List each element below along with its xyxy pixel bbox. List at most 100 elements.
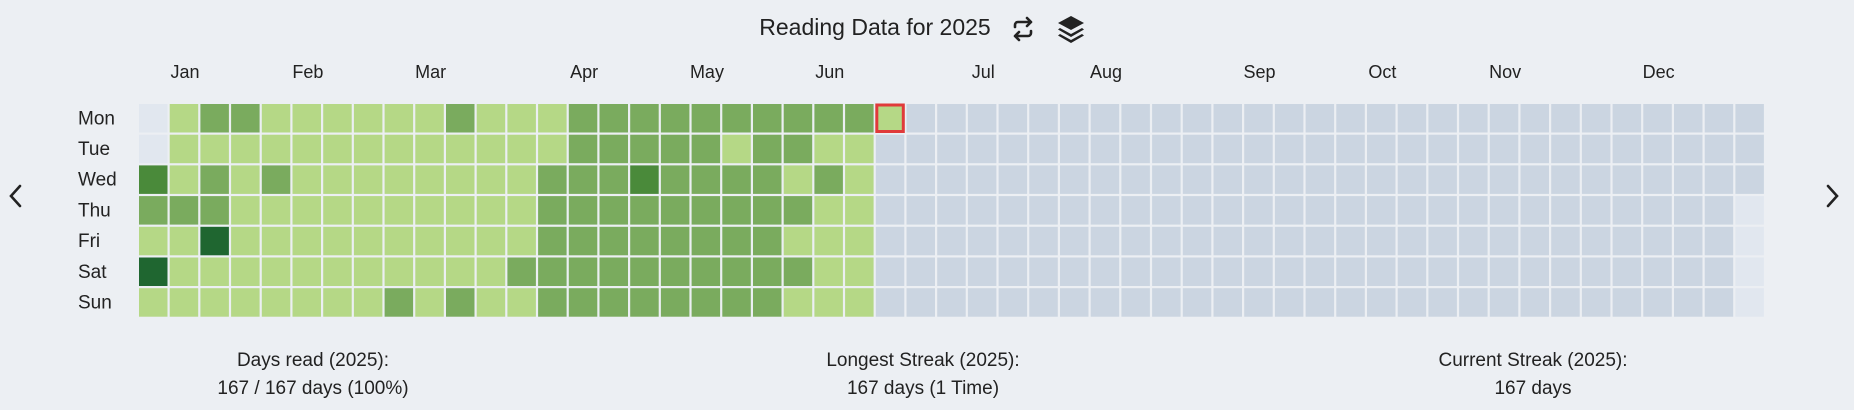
toggle-icon[interactable] <box>1013 16 1033 42</box>
day-cell <box>1397 196 1427 225</box>
day-cell <box>507 134 536 164</box>
day-cell <box>1090 226 1120 256</box>
day-cell <box>1152 288 1181 317</box>
day-cell <box>323 226 352 256</box>
day-cell <box>814 165 843 194</box>
day-cell <box>1305 104 1335 133</box>
day-cell <box>1489 257 1519 286</box>
current-day-outline <box>875 103 905 133</box>
day-cell <box>1551 165 1580 194</box>
day-cell <box>1459 257 1488 286</box>
day-cell <box>507 104 536 133</box>
day-cell <box>1305 288 1335 317</box>
day-cell <box>1029 134 1058 164</box>
day-cell <box>1397 104 1427 133</box>
day-cell <box>1060 196 1089 225</box>
day-cell <box>875 134 905 164</box>
day-cell <box>476 134 506 164</box>
day-cell <box>783 165 813 194</box>
empty-cell <box>1735 288 1764 317</box>
day-cell <box>415 288 444 317</box>
day-cell <box>1029 196 1058 225</box>
day-cell <box>1397 257 1427 286</box>
day-cell <box>1213 134 1242 164</box>
layers-icon[interactable] <box>1058 16 1084 43</box>
stat-value: 167 / 167 days (100%) <box>217 378 408 399</box>
day-cell <box>967 288 997 317</box>
day-cell <box>507 226 536 256</box>
day-cell <box>231 165 260 194</box>
day-cell <box>845 196 874 225</box>
weekday-label: Tue <box>78 139 110 160</box>
day-cell <box>630 196 659 225</box>
day-cell <box>1459 104 1488 133</box>
day-cell <box>1244 165 1273 194</box>
day-cell <box>1428 257 1457 286</box>
day-cell <box>1244 104 1273 133</box>
day-cell <box>1612 226 1642 256</box>
day-cell <box>1489 165 1519 194</box>
day-cell <box>415 226 444 256</box>
day-cell <box>353 288 383 317</box>
day-cell <box>568 104 598 133</box>
day-cell <box>1060 134 1089 164</box>
day-cell <box>1029 165 1058 194</box>
day-cell <box>1581 165 1611 194</box>
day-cell <box>1152 165 1181 194</box>
month-label: Mar <box>415 62 446 82</box>
day-cell <box>1643 134 1672 164</box>
month-label: Nov <box>1489 62 1521 82</box>
day-cell <box>415 134 444 164</box>
day-cell <box>476 226 506 256</box>
day-cell <box>783 104 813 133</box>
day-cell <box>323 288 352 317</box>
day-cell <box>1367 104 1396 133</box>
day-cell <box>1643 257 1672 286</box>
day-cell <box>292 226 321 256</box>
day-cell <box>660 165 690 194</box>
day-cell <box>353 196 383 225</box>
day-cell <box>1305 165 1335 194</box>
day-cell <box>415 196 444 225</box>
day-cell <box>1489 134 1519 164</box>
day-cell <box>323 134 352 164</box>
day-cell <box>630 257 659 286</box>
day-cell <box>753 196 782 225</box>
day-cell <box>1060 165 1089 194</box>
month-label: Aug <box>1090 62 1122 82</box>
day-cell <box>1674 104 1703 133</box>
day-cell <box>1029 226 1058 256</box>
day-cell <box>1244 257 1273 286</box>
empty-cell <box>139 134 168 164</box>
previous-year[interactable] <box>9 184 22 208</box>
next-year[interactable] <box>1826 184 1839 208</box>
day-cell <box>691 257 721 286</box>
day-cell <box>814 226 843 256</box>
day-cell <box>1551 288 1580 317</box>
day-cell <box>292 196 321 225</box>
day-cell <box>845 104 874 133</box>
day-cell <box>538 134 567 164</box>
day-cell <box>1459 226 1488 256</box>
day-cell <box>231 226 260 256</box>
day-cell <box>169 165 199 194</box>
day-cell <box>200 196 229 225</box>
day-cell <box>1674 196 1703 225</box>
day-cell <box>1551 226 1580 256</box>
day-cell <box>906 165 935 194</box>
day-cell <box>1612 257 1642 286</box>
day-cell <box>200 165 229 194</box>
day-cell <box>139 196 168 225</box>
day-cell <box>1213 196 1242 225</box>
day-cell <box>507 165 536 194</box>
stat-value: 167 days <box>1494 378 1571 399</box>
day-cell <box>261 226 291 256</box>
day-cell <box>446 196 475 225</box>
day-cell <box>1213 226 1242 256</box>
day-cell <box>538 104 567 133</box>
day-cell <box>660 288 690 317</box>
day-cell <box>1520 288 1549 317</box>
month-label: Jul <box>972 62 995 82</box>
day-cell <box>630 288 659 317</box>
